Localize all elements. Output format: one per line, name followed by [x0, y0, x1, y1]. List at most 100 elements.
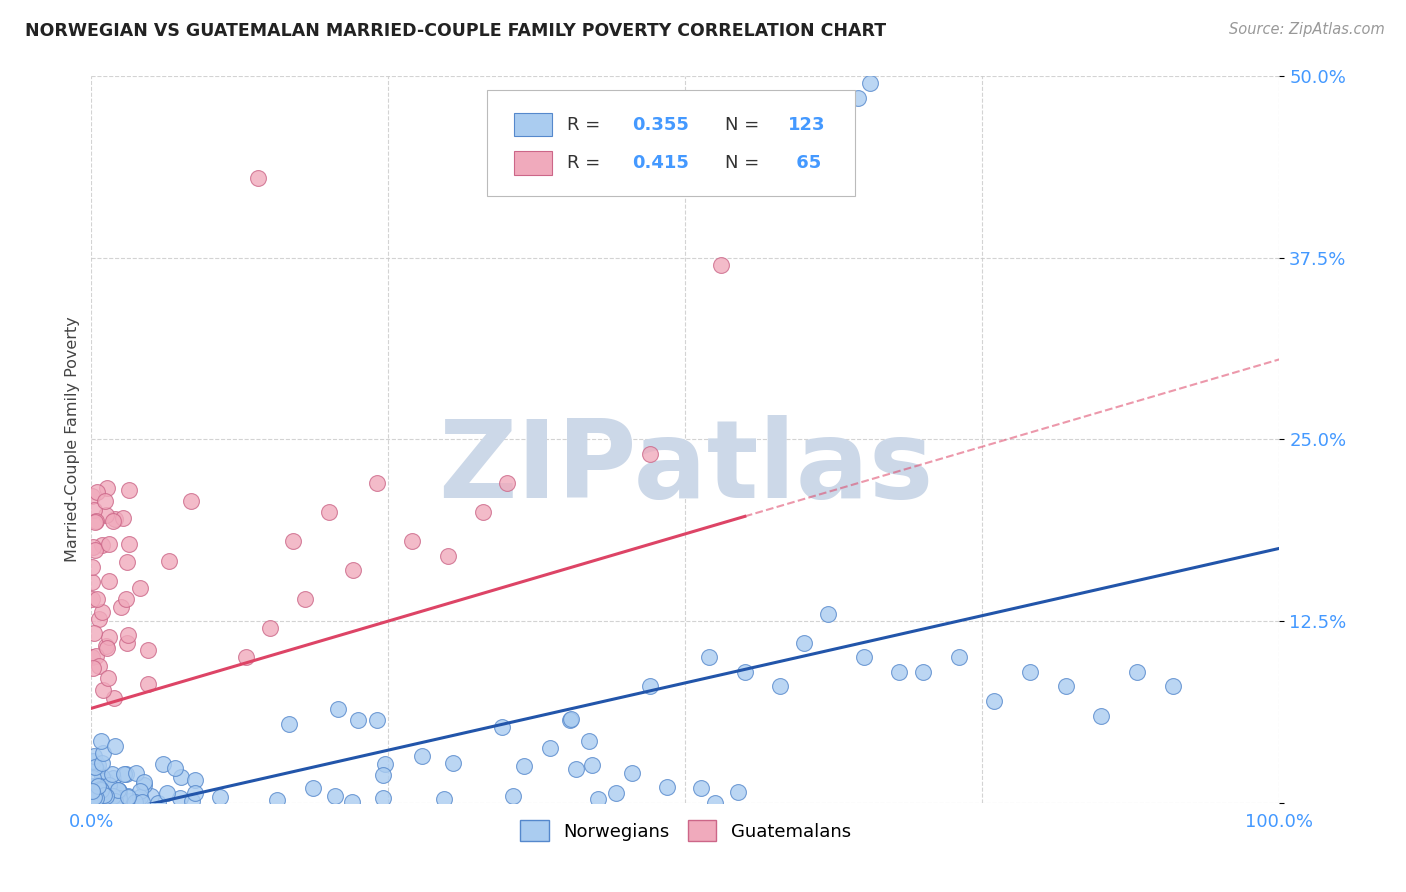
- Point: [84, 760, 107, 774]
- Point: [323, 789, 346, 804]
- Point: [565, 762, 588, 776]
- Point: [132, 774, 155, 789]
- Point: [502, 789, 524, 804]
- Point: [107, 788, 129, 802]
- Point: [156, 786, 179, 800]
- Point: [558, 713, 581, 727]
- Text: 0.355: 0.355: [631, 116, 689, 134]
- FancyBboxPatch shape: [515, 113, 553, 136]
- Point: [134, 778, 156, 792]
- Point: [846, 90, 869, 104]
- Point: [184, 772, 207, 787]
- Point: [111, 511, 134, 525]
- Point: [157, 554, 180, 568]
- Point: [118, 537, 141, 551]
- Point: [578, 734, 600, 748]
- Point: [342, 796, 364, 810]
- Point: [169, 791, 191, 805]
- Point: [86, 649, 108, 664]
- Point: [180, 494, 202, 508]
- Point: [690, 780, 713, 795]
- Point: [94, 493, 117, 508]
- Point: [103, 771, 125, 785]
- Point: [83, 791, 105, 805]
- Point: [433, 792, 456, 806]
- Text: N =: N =: [724, 154, 765, 172]
- Legend: Norwegians, Guatemalans: Norwegians, Guatemalans: [513, 813, 858, 848]
- Point: [100, 767, 122, 781]
- Point: [87, 612, 110, 626]
- Point: [86, 794, 108, 808]
- Point: [98, 574, 121, 589]
- Point: [82, 792, 104, 806]
- Point: [605, 786, 627, 800]
- Point: [278, 716, 301, 731]
- Point: [620, 766, 643, 780]
- Point: [82, 660, 104, 674]
- Point: [82, 649, 104, 664]
- Point: [107, 795, 129, 809]
- Point: [235, 650, 257, 665]
- Text: R =: R =: [567, 116, 606, 134]
- Point: [86, 485, 108, 500]
- Point: [328, 702, 350, 716]
- Point: [94, 772, 117, 787]
- Point: [86, 591, 108, 606]
- Point: [80, 592, 103, 607]
- Point: [86, 791, 108, 805]
- Point: [103, 690, 125, 705]
- Point: [87, 757, 110, 772]
- Point: [87, 659, 110, 673]
- Point: [98, 794, 121, 808]
- Point: [82, 540, 104, 554]
- Point: [97, 630, 120, 644]
- Point: [283, 534, 305, 549]
- Point: [793, 636, 815, 650]
- Point: [266, 792, 288, 806]
- Point: [734, 665, 756, 679]
- Point: [107, 783, 129, 797]
- Point: [97, 781, 120, 796]
- Y-axis label: Married-Couple Family Poverty: Married-Couple Family Poverty: [65, 317, 80, 562]
- Text: 0.415: 0.415: [631, 154, 689, 172]
- Point: [87, 794, 110, 808]
- Point: [82, 771, 104, 785]
- Point: [117, 555, 139, 569]
- Point: [96, 481, 118, 495]
- Point: [83, 542, 105, 557]
- Point: [441, 756, 464, 771]
- Point: [80, 789, 103, 803]
- Point: [366, 475, 388, 490]
- Point: [152, 756, 174, 771]
- Point: [97, 778, 120, 792]
- Text: N =: N =: [724, 116, 765, 134]
- Point: [82, 754, 104, 768]
- Point: [513, 759, 536, 773]
- Point: [128, 784, 150, 798]
- Point: [180, 794, 202, 808]
- Point: [1161, 680, 1184, 694]
- Point: [108, 790, 131, 805]
- Point: [104, 739, 127, 753]
- Point: [911, 665, 934, 679]
- Point: [246, 170, 269, 185]
- Point: [373, 791, 395, 805]
- Point: [83, 749, 105, 764]
- Point: [131, 795, 153, 809]
- Point: [342, 563, 364, 577]
- Point: [108, 784, 131, 798]
- Point: [710, 258, 733, 272]
- Point: [129, 789, 152, 804]
- Point: [120, 794, 142, 808]
- Point: [96, 640, 118, 655]
- Point: [472, 505, 495, 519]
- Point: [86, 761, 108, 775]
- Point: [83, 503, 105, 517]
- Point: [97, 671, 120, 685]
- Point: [90, 770, 112, 784]
- Point: [82, 789, 104, 803]
- Point: [163, 761, 186, 775]
- Point: [1090, 708, 1112, 723]
- Point: [294, 592, 316, 607]
- Point: [401, 534, 423, 549]
